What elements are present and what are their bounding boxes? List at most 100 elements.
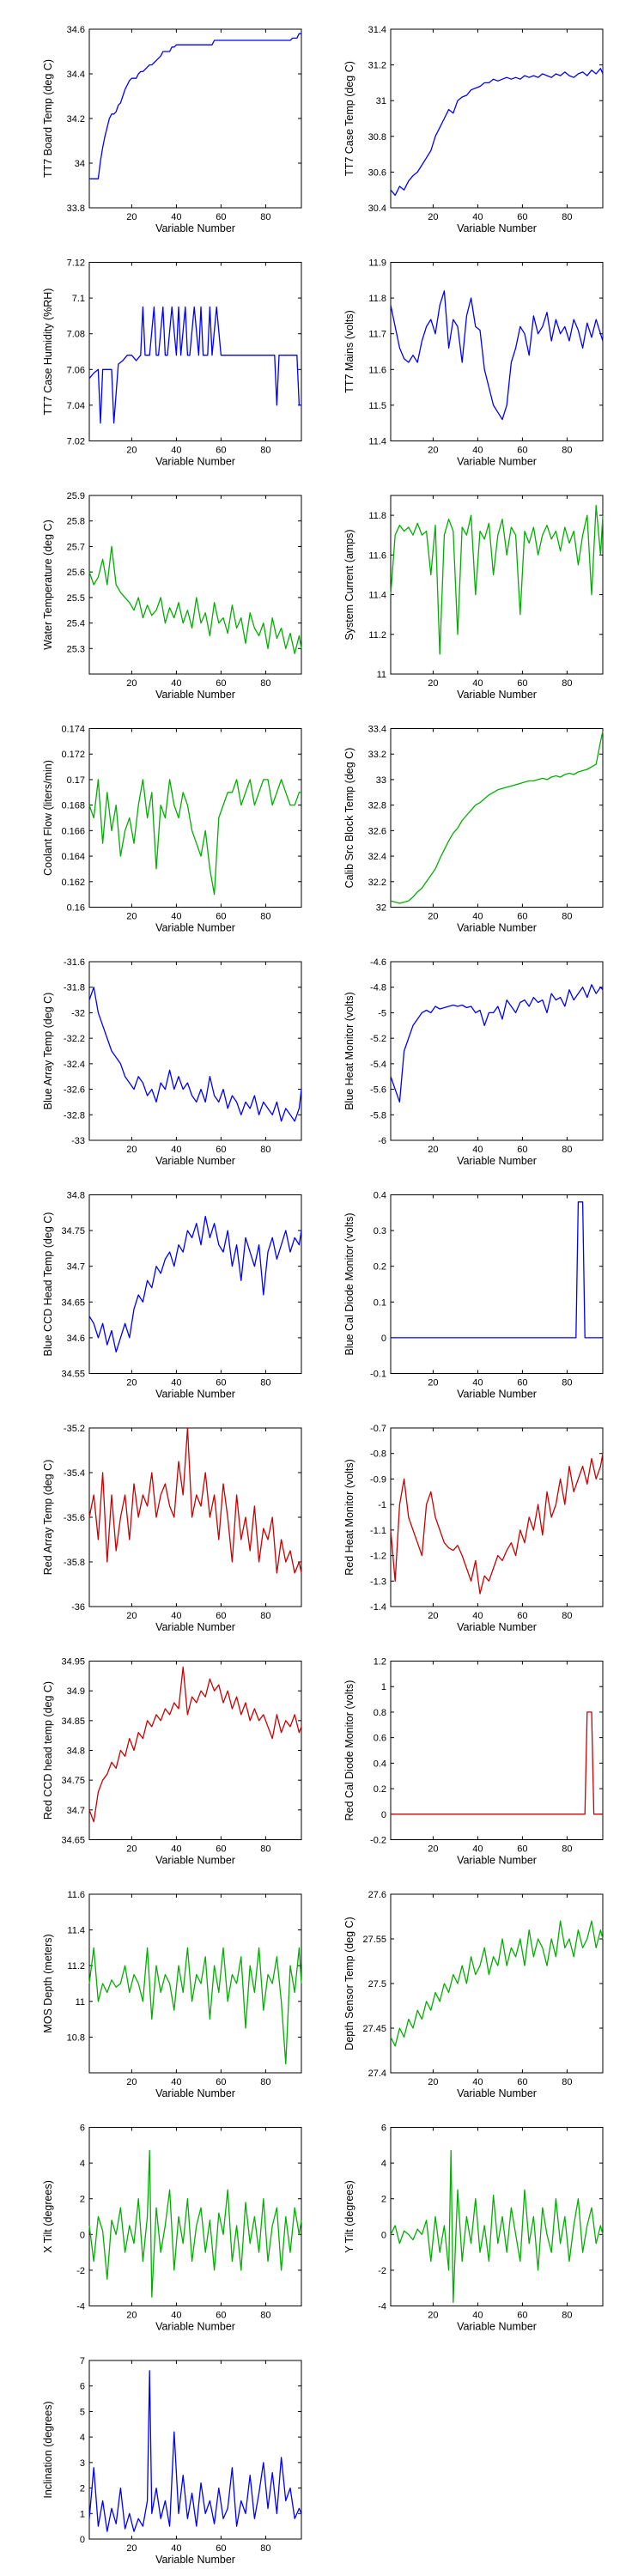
- y-tick-label: 30.6: [368, 167, 386, 178]
- x-tick-label: 60: [517, 1611, 527, 1621]
- y-tick-label: 7.04: [67, 401, 85, 411]
- y-tick-label: -4.6: [370, 957, 386, 968]
- y-tick-label: -5.4: [370, 1060, 386, 1070]
- plot-area: [390, 1893, 604, 2074]
- y-tick-label: 10.8: [67, 2032, 85, 2043]
- x-axis-label: Variable Number: [457, 689, 537, 701]
- y-tick-label: -31.6: [64, 957, 85, 968]
- y-tick-label: -0.9: [370, 1474, 386, 1485]
- plot-area: [390, 1661, 604, 1840]
- x-tick-label: 40: [472, 1844, 483, 1855]
- y-tick-label: -1.4: [370, 1602, 386, 1613]
- y-tick-label: 34.95: [61, 1657, 85, 1668]
- x-tick-label: 20: [126, 2077, 137, 2087]
- y-tick-label: 34.7: [67, 1806, 85, 1816]
- chart-panel-15: 34.65 34.7 34.75 34.8 34.85 34.9 34.95 20 40 60 80…: [42, 1657, 302, 1867]
- series-line: [390, 1920, 604, 2047]
- chart-panel-17: 10.8 11 11.2 11.4 11.6 20 40 60 80 Variable Numbe…: [42, 1890, 302, 2099]
- x-tick-label: 20: [428, 678, 438, 689]
- x-tick-label: 40: [472, 1611, 483, 1621]
- x-tick-label: 60: [216, 1145, 226, 1155]
- x-tick-label: 80: [260, 2311, 270, 2321]
- y-tick-label: -35.2: [64, 1424, 85, 1434]
- chart-panel-11: 34.55 34.6 34.65 34.7 34.75 34.8 20 40 60 80 Varia…: [42, 1191, 302, 1400]
- x-tick-label: 60: [517, 446, 527, 456]
- x-axis-label: Variable Number: [155, 922, 235, 934]
- y-tick-label: 0: [80, 2535, 85, 2545]
- y-tick-label: 11.2: [67, 1961, 85, 1971]
- x-axis-label: Variable Number: [155, 1621, 235, 1633]
- y-tick-label: 33: [376, 775, 386, 786]
- y-axis-label: Blue Heat Monitor (volts): [343, 992, 355, 1110]
- y-tick-label: -32.8: [64, 1110, 85, 1121]
- x-tick-label: 20: [126, 212, 137, 222]
- x-tick-label: 20: [126, 1611, 137, 1621]
- y-tick-label: 11.8: [368, 294, 386, 304]
- y-tick-label: 34.55: [61, 1370, 85, 1380]
- y-tick-label: 27.5: [368, 1979, 386, 1990]
- chart-panel-10: -6 -5.8 -5.6 -5.4 -5.2 -5 -4.8 -4.6 20 40 60 80 Vari…: [343, 957, 604, 1167]
- x-axis-label: Variable Number: [155, 1155, 235, 1167]
- x-axis-label: Variable Number: [457, 1621, 537, 1633]
- x-tick-label: 20: [126, 446, 137, 456]
- x-tick-label: 20: [428, 2077, 438, 2087]
- y-tick-label: 32: [376, 903, 386, 914]
- y-tick-label: 11: [76, 1997, 85, 2008]
- y-tick-label: -4.8: [370, 983, 386, 993]
- y-tick-label: -35.4: [64, 1468, 85, 1479]
- x-tick-label: 80: [260, 1145, 270, 1155]
- x-tick-label: 80: [562, 2077, 572, 2087]
- y-tick-label: -1.1: [370, 1526, 386, 1536]
- y-tick-label: 0.166: [61, 826, 85, 836]
- series-line: [88, 1947, 302, 2065]
- x-axis-label: Variable Number: [457, 922, 537, 934]
- y-tick-label: 3: [80, 2458, 85, 2469]
- y-tick-label: 1: [381, 1682, 386, 1692]
- y-tick-label: 0: [381, 2230, 386, 2240]
- x-axis-label: Variable Number: [457, 1388, 537, 1400]
- y-tick-label: 34.2: [67, 114, 85, 125]
- y-axis-label: Water Temperature (deg C): [42, 519, 54, 649]
- y-tick-label: 0.164: [61, 852, 85, 862]
- y-tick-label: -5.2: [370, 1034, 386, 1044]
- y-tick-label: 31: [376, 96, 386, 106]
- y-axis-label: Inclination (degrees): [42, 2401, 54, 2498]
- x-tick-label: 20: [428, 212, 438, 222]
- x-axis-label: Variable Number: [155, 456, 235, 468]
- chart-panel-14: -1.4 -1.3 -1.2 -1.1 -1 -0.9 -0.8 -0.7 20 40 60 80 Va…: [343, 1424, 604, 1633]
- x-tick-label: 80: [562, 678, 572, 689]
- y-tick-label: 11.6: [368, 550, 386, 561]
- y-tick-label: -1: [378, 1500, 386, 1510]
- plot-area: [390, 1194, 604, 1374]
- series-line: [88, 1215, 302, 1353]
- y-axis-label: Red Heat Monitor (volts): [343, 1459, 355, 1575]
- y-tick-label: 31.2: [368, 61, 386, 71]
- chart-panel-19: -4 -2 0 2 4 6 20 40 60 80 Variable Number X Tilt (d…: [42, 2123, 302, 2333]
- y-tick-label: 5: [80, 2407, 85, 2417]
- y-tick-label: 1.2: [374, 1657, 386, 1668]
- chart-panel-8: 32 32.2 32.4 32.6 32.8 33 33.2 33.4 20 40 60 80 Vari…: [343, 725, 604, 934]
- x-axis-label: Variable Number: [155, 2321, 235, 2333]
- x-tick-label: 80: [562, 912, 572, 922]
- y-tick-label: -0.8: [370, 1449, 386, 1460]
- y-tick-label: 6: [80, 2123, 85, 2134]
- x-tick-label: 40: [472, 2077, 483, 2087]
- plot-area: [88, 1427, 302, 1607]
- y-tick-label: 0.172: [61, 750, 85, 760]
- y-tick-label: 11.5: [368, 401, 386, 411]
- y-axis-label: TT7 Case Humidity (%RH): [42, 289, 54, 416]
- x-tick-label: 80: [260, 1611, 270, 1621]
- plot-area: [390, 495, 604, 675]
- y-tick-label: 34.65: [61, 1297, 85, 1308]
- y-axis-label: System Current (amps): [343, 529, 355, 640]
- x-axis-label: Variable Number: [457, 456, 537, 468]
- x-tick-label: 60: [216, 1844, 226, 1855]
- plot-area: [88, 1194, 302, 1374]
- y-tick-label: 0.16: [67, 903, 85, 914]
- series-line: [390, 1453, 604, 1595]
- y-tick-label: 34.6: [67, 25, 85, 35]
- y-tick-label: 0.4: [374, 1759, 386, 1769]
- y-tick-label: -32.2: [64, 1034, 85, 1044]
- y-tick-label: -5.6: [370, 1085, 386, 1096]
- y-tick-label: 11.7: [368, 330, 386, 340]
